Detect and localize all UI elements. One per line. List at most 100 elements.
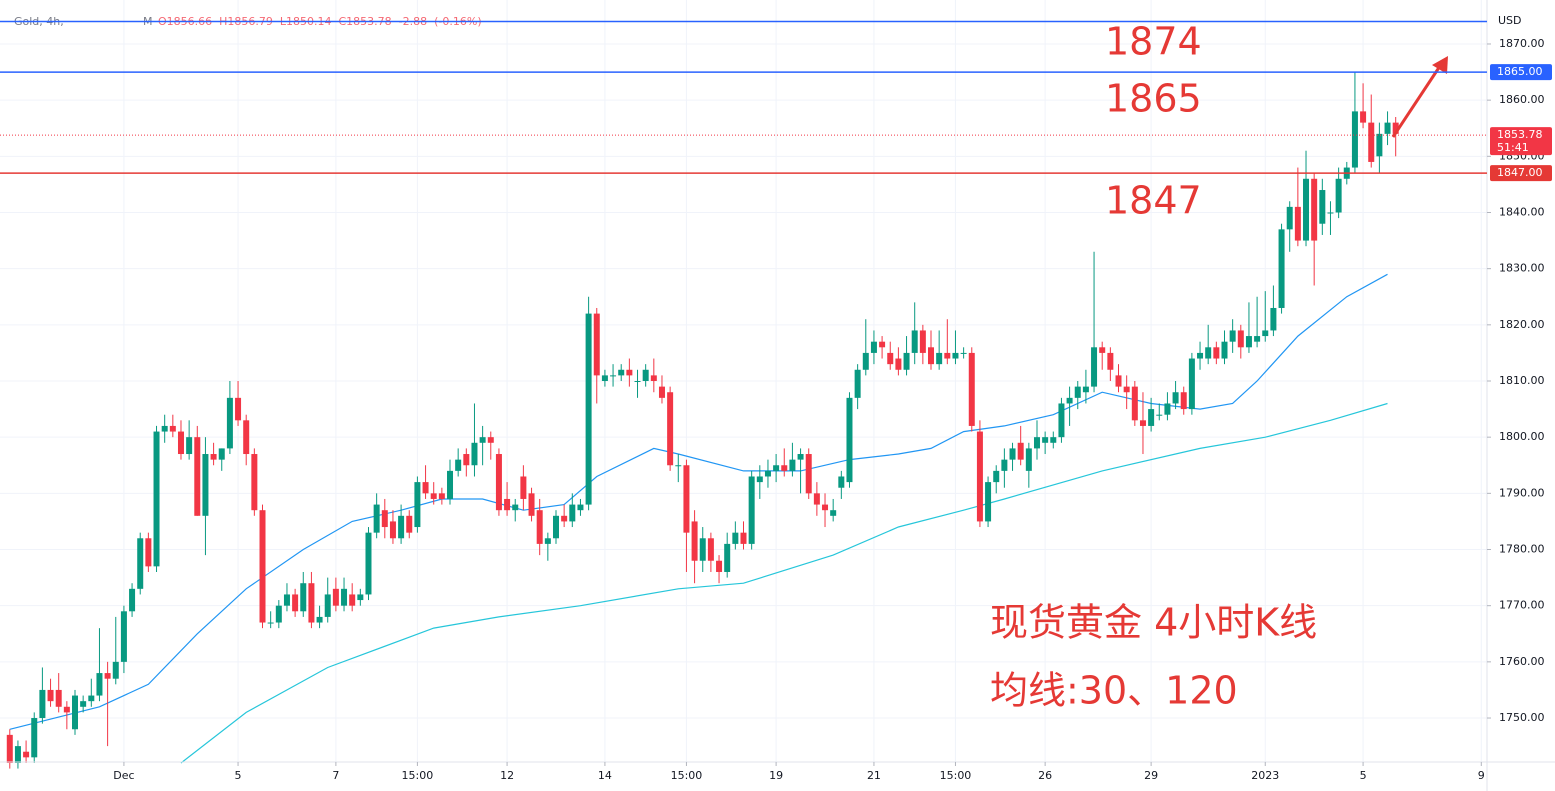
candle-body	[381, 510, 388, 528]
candle-body	[1205, 347, 1212, 359]
last-price-label: 1853.78	[1497, 128, 1543, 141]
candle-body	[112, 661, 119, 679]
x-tick-label: 15:00	[671, 769, 703, 782]
candle-body	[862, 352, 869, 370]
y-tick-label: 1780.00	[1499, 543, 1545, 556]
candle-body	[577, 504, 584, 511]
candle-body	[186, 437, 193, 455]
candle-body	[275, 605, 282, 623]
candle-body	[1156, 414, 1163, 416]
candle-body	[251, 454, 258, 511]
y-tick-label: 1840.00	[1499, 205, 1545, 218]
x-tick-label: 15:00	[402, 769, 434, 782]
candle-body	[1237, 330, 1244, 348]
candle-body	[773, 465, 780, 471]
candle-body	[1025, 448, 1032, 471]
candle-body	[928, 347, 935, 365]
candle-body	[1001, 459, 1008, 471]
candle-body	[39, 689, 46, 719]
candle-body	[235, 397, 242, 421]
candle-body	[120, 611, 127, 662]
candle-body	[1384, 122, 1391, 134]
candle-body	[1286, 206, 1293, 230]
candle-body	[14, 746, 21, 763]
candle-body	[634, 381, 641, 382]
candle-body	[463, 454, 470, 466]
candle-body	[63, 706, 70, 713]
candle-body	[365, 532, 372, 595]
candle-body	[960, 352, 967, 354]
candle-body	[1294, 206, 1301, 241]
candle-body	[243, 420, 250, 455]
x-tick-label: 2023	[1251, 769, 1279, 782]
candle-body	[724, 543, 731, 572]
candle-body	[88, 695, 95, 702]
candle-body	[642, 369, 649, 381]
candle-body	[781, 465, 788, 471]
candle-body	[300, 583, 307, 612]
candle-body	[316, 616, 323, 623]
x-tick-label: Dec	[113, 769, 134, 782]
candle-body	[593, 313, 600, 376]
candle-body	[764, 470, 771, 477]
candle-body	[536, 510, 543, 544]
candle-body	[177, 431, 184, 455]
candle-body	[797, 454, 804, 460]
x-tick-label: 21	[867, 769, 881, 782]
candle-body	[1066, 397, 1073, 404]
candle-body	[610, 375, 617, 377]
candle-body	[495, 454, 502, 511]
annotation: 1865	[1105, 77, 1202, 121]
candle-body	[1360, 111, 1367, 123]
note: 均线:30、120	[990, 669, 1238, 713]
x-tick-label: 7	[332, 769, 339, 782]
candle-body	[748, 476, 755, 544]
candle-body	[324, 594, 331, 617]
last-price-box	[1490, 127, 1552, 156]
candle-body	[430, 493, 437, 499]
candle-body	[194, 437, 201, 516]
plot-area	[0, 0, 1487, 769]
candle-body	[6, 734, 13, 763]
candle-body	[259, 510, 266, 623]
candle-body	[308, 583, 315, 623]
y-tick-label: 1760.00	[1499, 655, 1545, 668]
candle-body	[373, 504, 380, 533]
candle-body	[691, 521, 698, 561]
candle-body	[447, 470, 454, 499]
candle-body	[968, 352, 975, 426]
candle-body	[137, 538, 144, 589]
candle-body	[756, 476, 763, 483]
y-tick-label: 1770.00	[1499, 599, 1545, 612]
candle-body	[1303, 178, 1310, 241]
candle-body	[104, 673, 111, 679]
candle-body	[1009, 448, 1016, 460]
candle-body	[1213, 347, 1220, 359]
candle-body	[1319, 190, 1326, 224]
x-tick-label: 12	[500, 769, 514, 782]
candle-body	[822, 504, 829, 511]
candle-body	[870, 341, 877, 353]
candle-body	[1139, 420, 1146, 426]
candle-body	[23, 751, 30, 758]
x-tick-label: 15:00	[940, 769, 972, 782]
candle-body	[618, 369, 625, 376]
candle-body	[601, 375, 608, 381]
candle-body	[226, 397, 233, 449]
note: 现货黄金 4小时K线	[990, 601, 1317, 645]
arrow-shaft	[1391, 65, 1442, 138]
candle-body	[1115, 375, 1122, 387]
x-tick-label: 26	[1038, 769, 1052, 782]
candle-body	[1148, 409, 1155, 426]
candle-body	[1033, 437, 1040, 449]
candle-body	[1229, 330, 1236, 342]
candle-body	[944, 352, 951, 359]
x-tick-label: 9	[1478, 769, 1485, 782]
arrow-head	[1432, 56, 1448, 74]
currency: USD	[1498, 14, 1522, 27]
y-tick-label: 1820.00	[1499, 318, 1545, 331]
candle-body	[854, 369, 861, 398]
x-tick-label: 29	[1144, 769, 1158, 782]
candle-body	[479, 437, 486, 443]
